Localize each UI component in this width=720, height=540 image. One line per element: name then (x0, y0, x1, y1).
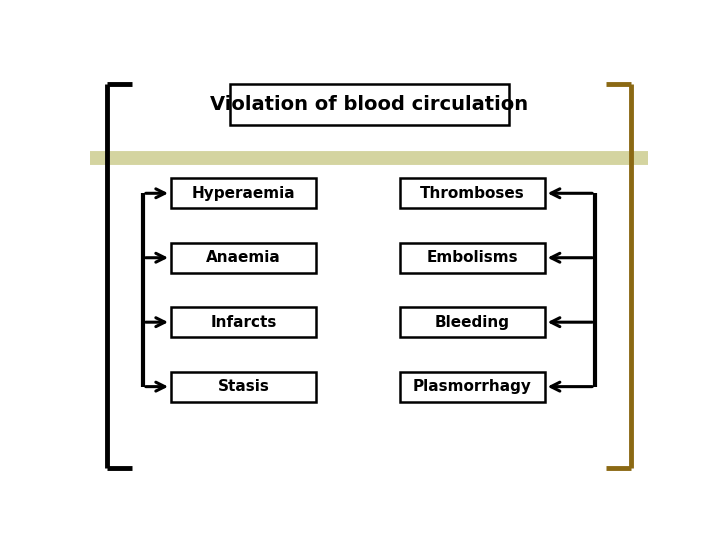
FancyBboxPatch shape (400, 243, 545, 273)
Text: Thromboses: Thromboses (420, 186, 525, 201)
FancyBboxPatch shape (171, 243, 316, 273)
Text: Hyperaemia: Hyperaemia (192, 186, 295, 201)
FancyBboxPatch shape (171, 372, 316, 402)
Text: Stasis: Stasis (217, 379, 269, 394)
Text: Plasmorrhagy: Plasmorrhagy (413, 379, 531, 394)
FancyBboxPatch shape (400, 372, 545, 402)
Text: Anaemia: Anaemia (206, 250, 281, 265)
Text: Violation of blood circulation: Violation of blood circulation (210, 95, 528, 114)
FancyBboxPatch shape (171, 307, 316, 337)
FancyBboxPatch shape (400, 307, 545, 337)
Text: Bleeding: Bleeding (435, 315, 510, 330)
FancyBboxPatch shape (230, 84, 508, 125)
FancyBboxPatch shape (400, 178, 545, 208)
Text: Infarcts: Infarcts (210, 315, 276, 330)
FancyBboxPatch shape (171, 178, 316, 208)
Text: Embolisms: Embolisms (426, 250, 518, 265)
